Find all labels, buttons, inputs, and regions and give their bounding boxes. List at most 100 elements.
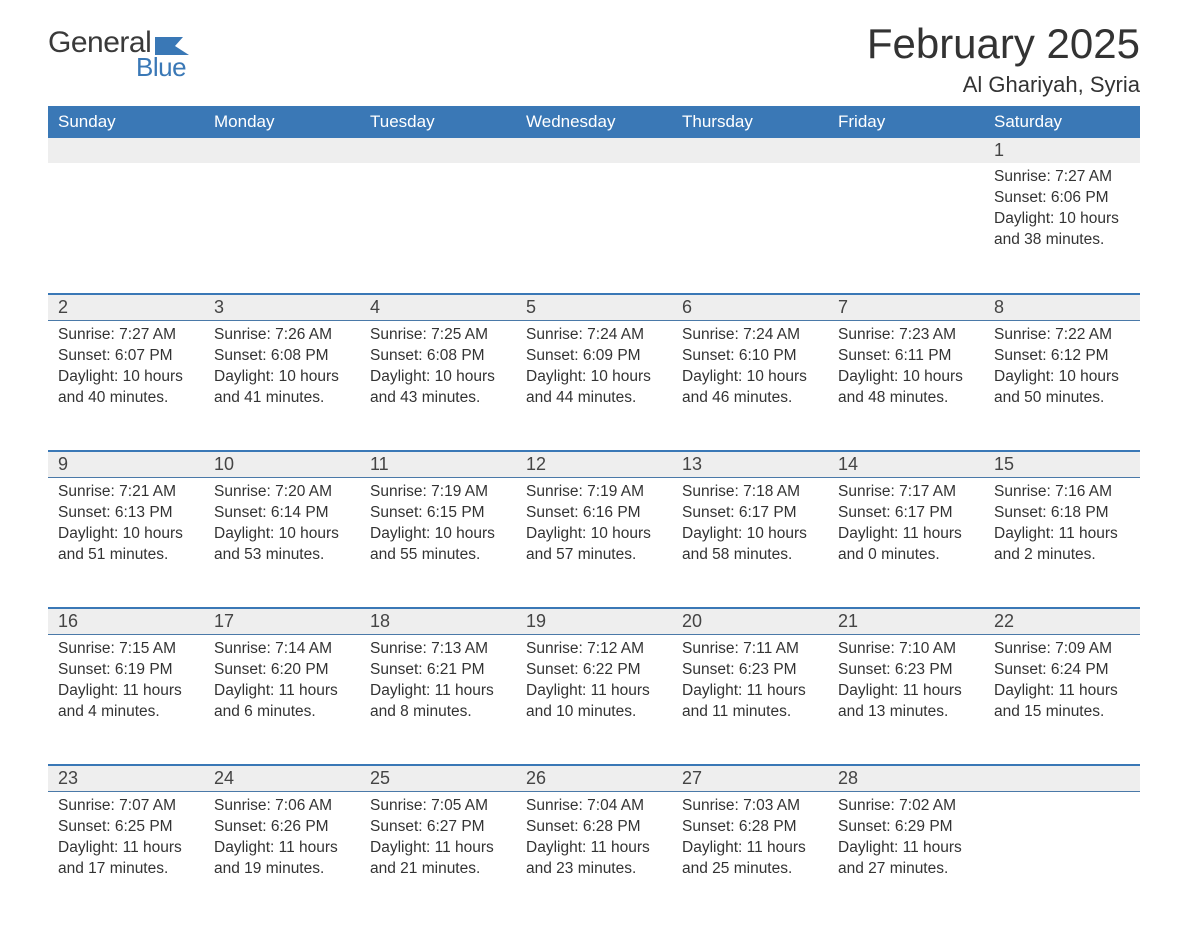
sunset-line: Sunset: 6:15 PM	[370, 503, 506, 524]
day-number: 21	[828, 609, 984, 634]
day-cell	[204, 163, 360, 293]
day-number: 27	[672, 766, 828, 791]
sunrise-line: Sunrise: 7:02 AM	[838, 796, 974, 817]
daylight-line: Daylight: 11 hours and 4 minutes.	[58, 681, 194, 723]
day-cell: Sunrise: 7:05 AMSunset: 6:27 PMDaylight:…	[360, 792, 516, 921]
daylight-line: Daylight: 11 hours and 21 minutes.	[370, 838, 506, 880]
daylight-line: Daylight: 11 hours and 11 minutes.	[682, 681, 818, 723]
weekday-header: Wednesday	[516, 106, 672, 138]
sunrise-line: Sunrise: 7:26 AM	[214, 325, 350, 346]
day-cell	[516, 163, 672, 293]
daylight-line: Daylight: 10 hours and 38 minutes.	[994, 209, 1130, 251]
day-number: 26	[516, 766, 672, 791]
day-cell: Sunrise: 7:12 AMSunset: 6:22 PMDaylight:…	[516, 635, 672, 764]
daylight-line: Daylight: 10 hours and 57 minutes.	[526, 524, 662, 566]
day-cell: Sunrise: 7:20 AMSunset: 6:14 PMDaylight:…	[204, 478, 360, 607]
day-cell: Sunrise: 7:25 AMSunset: 6:08 PMDaylight:…	[360, 321, 516, 450]
day-number: 16	[48, 609, 204, 634]
day-number: 22	[984, 609, 1140, 634]
sunrise-line: Sunrise: 7:07 AM	[58, 796, 194, 817]
sunrise-line: Sunrise: 7:19 AM	[370, 482, 506, 503]
weekday-header: Tuesday	[360, 106, 516, 138]
sunset-line: Sunset: 6:28 PM	[682, 817, 818, 838]
sunrise-line: Sunrise: 7:25 AM	[370, 325, 506, 346]
sunrise-line: Sunrise: 7:15 AM	[58, 639, 194, 660]
day-cell: Sunrise: 7:24 AMSunset: 6:09 PMDaylight:…	[516, 321, 672, 450]
day-number: 20	[672, 609, 828, 634]
week-row: Sunrise: 7:15 AMSunset: 6:19 PMDaylight:…	[48, 634, 1140, 764]
day-cell: Sunrise: 7:14 AMSunset: 6:20 PMDaylight:…	[204, 635, 360, 764]
sunset-line: Sunset: 6:25 PM	[58, 817, 194, 838]
sunset-line: Sunset: 6:28 PM	[526, 817, 662, 838]
day-number	[828, 138, 984, 163]
sunset-line: Sunset: 6:26 PM	[214, 817, 350, 838]
sunrise-line: Sunrise: 7:05 AM	[370, 796, 506, 817]
daylight-line: Daylight: 11 hours and 10 minutes.	[526, 681, 662, 723]
day-cell: Sunrise: 7:13 AMSunset: 6:21 PMDaylight:…	[360, 635, 516, 764]
day-cell: Sunrise: 7:07 AMSunset: 6:25 PMDaylight:…	[48, 792, 204, 921]
day-cell: Sunrise: 7:22 AMSunset: 6:12 PMDaylight:…	[984, 321, 1140, 450]
daylight-line: Daylight: 10 hours and 44 minutes.	[526, 367, 662, 409]
weekday-header: Thursday	[672, 106, 828, 138]
sunset-line: Sunset: 6:16 PM	[526, 503, 662, 524]
sunset-line: Sunset: 6:27 PM	[370, 817, 506, 838]
day-cell: Sunrise: 7:16 AMSunset: 6:18 PMDaylight:…	[984, 478, 1140, 607]
daylight-line: Daylight: 10 hours and 41 minutes.	[214, 367, 350, 409]
daylight-line: Daylight: 10 hours and 51 minutes.	[58, 524, 194, 566]
sunrise-line: Sunrise: 7:06 AM	[214, 796, 350, 817]
sunrise-line: Sunrise: 7:27 AM	[58, 325, 194, 346]
sunrise-line: Sunrise: 7:20 AM	[214, 482, 350, 503]
sunset-line: Sunset: 6:22 PM	[526, 660, 662, 681]
daylight-line: Daylight: 11 hours and 25 minutes.	[682, 838, 818, 880]
sunrise-line: Sunrise: 7:27 AM	[994, 167, 1130, 188]
daylight-line: Daylight: 11 hours and 17 minutes.	[58, 838, 194, 880]
sunset-line: Sunset: 6:13 PM	[58, 503, 194, 524]
day-number-row: 2345678	[48, 293, 1140, 320]
day-number: 7	[828, 295, 984, 320]
daylight-line: Daylight: 10 hours and 53 minutes.	[214, 524, 350, 566]
day-number-row: 1	[48, 138, 1140, 163]
day-number: 11	[360, 452, 516, 477]
sunset-line: Sunset: 6:19 PM	[58, 660, 194, 681]
day-number	[672, 138, 828, 163]
sunset-line: Sunset: 6:08 PM	[214, 346, 350, 367]
sunset-line: Sunset: 6:14 PM	[214, 503, 350, 524]
day-number-row: 16171819202122	[48, 607, 1140, 634]
daylight-line: Daylight: 11 hours and 2 minutes.	[994, 524, 1130, 566]
day-cell: Sunrise: 7:10 AMSunset: 6:23 PMDaylight:…	[828, 635, 984, 764]
sunset-line: Sunset: 6:17 PM	[838, 503, 974, 524]
page-title: February 2025	[867, 20, 1140, 68]
daylight-line: Daylight: 10 hours and 46 minutes.	[682, 367, 818, 409]
day-number	[204, 138, 360, 163]
day-cell: Sunrise: 7:17 AMSunset: 6:17 PMDaylight:…	[828, 478, 984, 607]
day-cell: Sunrise: 7:19 AMSunset: 6:16 PMDaylight:…	[516, 478, 672, 607]
day-cell: Sunrise: 7:24 AMSunset: 6:10 PMDaylight:…	[672, 321, 828, 450]
weekday-header: Friday	[828, 106, 984, 138]
day-number: 23	[48, 766, 204, 791]
day-number: 4	[360, 295, 516, 320]
day-cell	[672, 163, 828, 293]
day-cell: Sunrise: 7:27 AMSunset: 6:06 PMDaylight:…	[984, 163, 1140, 293]
day-number	[984, 766, 1140, 791]
day-number: 12	[516, 452, 672, 477]
daylight-line: Daylight: 11 hours and 27 minutes.	[838, 838, 974, 880]
day-cell: Sunrise: 7:02 AMSunset: 6:29 PMDaylight:…	[828, 792, 984, 921]
day-cell: Sunrise: 7:11 AMSunset: 6:23 PMDaylight:…	[672, 635, 828, 764]
week-row: Sunrise: 7:07 AMSunset: 6:25 PMDaylight:…	[48, 791, 1140, 921]
day-cell: Sunrise: 7:23 AMSunset: 6:11 PMDaylight:…	[828, 321, 984, 450]
day-number	[360, 138, 516, 163]
calendar: SundayMondayTuesdayWednesdayThursdayFrid…	[48, 106, 1140, 921]
sunrise-line: Sunrise: 7:21 AM	[58, 482, 194, 503]
day-number: 19	[516, 609, 672, 634]
sunset-line: Sunset: 6:17 PM	[682, 503, 818, 524]
sunrise-line: Sunrise: 7:03 AM	[682, 796, 818, 817]
day-number: 8	[984, 295, 1140, 320]
weekday-header: Sunday	[48, 106, 204, 138]
sunset-line: Sunset: 6:23 PM	[682, 660, 818, 681]
week-row: Sunrise: 7:21 AMSunset: 6:13 PMDaylight:…	[48, 477, 1140, 607]
sunrise-line: Sunrise: 7:09 AM	[994, 639, 1130, 660]
sunset-line: Sunset: 6:12 PM	[994, 346, 1130, 367]
sunrise-line: Sunrise: 7:10 AM	[838, 639, 974, 660]
sunset-line: Sunset: 6:18 PM	[994, 503, 1130, 524]
sunrise-line: Sunrise: 7:24 AM	[526, 325, 662, 346]
